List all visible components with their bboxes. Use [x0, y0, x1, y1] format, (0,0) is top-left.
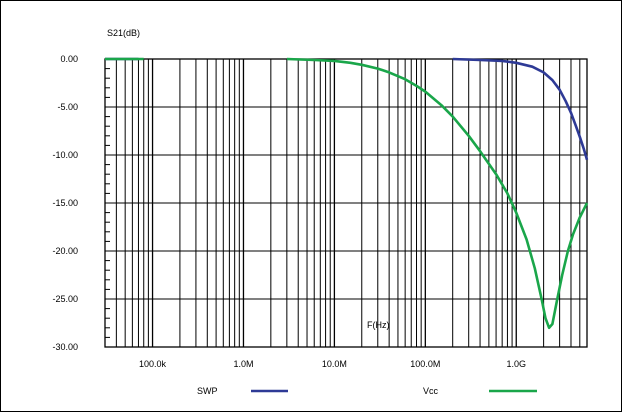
y-tick-label: -15.00 [52, 198, 78, 208]
y-tick-label: -10.00 [52, 150, 78, 160]
x-tick-label: 100.0M [410, 359, 440, 369]
legend-label-vcc: Vcc [423, 386, 439, 396]
y-tick-label: -25.00 [52, 294, 78, 304]
x-tick-label: 100.0k [139, 359, 167, 369]
legend: SWP Vcc [197, 386, 537, 396]
series-line-vcc [286, 57, 589, 330]
legend-label-swp: SWP [197, 386, 218, 396]
grid-lines [104, 58, 588, 348]
series-line-swp [452, 57, 589, 161]
x-tick-label: 1.0G [506, 359, 526, 369]
y-tick-label: -5.00 [57, 102, 78, 112]
series-lines [105, 57, 589, 330]
axis-labels: 0.00 -5.00 -10.00 -15.00 -20.00 -25.00 -30.00 1… [52, 54, 526, 369]
y-tick-label: -20.00 [52, 246, 78, 256]
x-axis-title: F(Hz) [367, 320, 390, 330]
axis-tick-marks [105, 58, 113, 348]
y-tick-label: -30.00 [52, 342, 78, 352]
y-axis-title: S21(dB) [107, 28, 140, 38]
y-tick-label: 0.00 [60, 54, 78, 64]
x-tick-label: 1.0M [233, 359, 253, 369]
x-tick-label: 10.0M [322, 359, 347, 369]
